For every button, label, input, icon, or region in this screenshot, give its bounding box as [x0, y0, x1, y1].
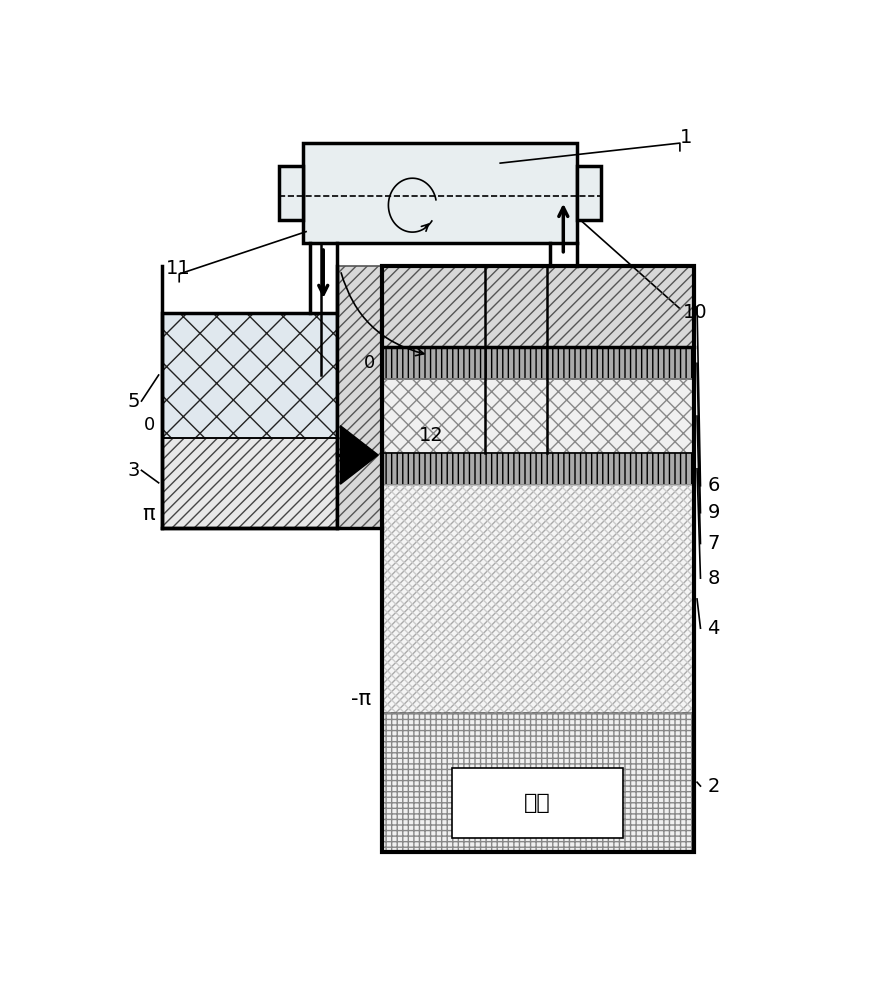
Text: 11: 11 — [165, 259, 190, 278]
Text: 4: 4 — [707, 619, 720, 638]
Text: 0: 0 — [364, 354, 374, 372]
Text: 8: 8 — [707, 569, 720, 588]
Bar — [451, 768, 623, 838]
Bar — [381, 266, 694, 852]
Text: 7: 7 — [707, 534, 720, 553]
Text: 工质: 工质 — [524, 793, 551, 813]
Bar — [162, 312, 337, 438]
Bar — [381, 266, 694, 347]
Text: 0: 0 — [144, 416, 155, 434]
Text: π: π — [142, 504, 155, 524]
Bar — [162, 438, 337, 528]
Bar — [381, 379, 694, 453]
Bar — [303, 143, 577, 243]
Bar — [577, 166, 601, 220]
Text: 1: 1 — [680, 128, 692, 147]
Bar — [381, 379, 694, 453]
Bar — [381, 485, 694, 713]
Text: 5: 5 — [127, 392, 140, 411]
Bar — [381, 485, 694, 713]
Bar — [381, 485, 694, 713]
Text: 12: 12 — [419, 426, 444, 445]
Text: -π: -π — [351, 689, 372, 709]
Bar — [162, 312, 337, 438]
Polygon shape — [341, 426, 378, 484]
Bar — [162, 312, 337, 528]
Text: 6: 6 — [707, 476, 720, 495]
Text: 9: 9 — [707, 503, 720, 522]
Text: 2: 2 — [707, 777, 720, 796]
Bar — [381, 453, 694, 485]
Text: 3: 3 — [127, 461, 140, 480]
Bar — [337, 266, 381, 528]
Text: 10: 10 — [683, 303, 708, 322]
Bar — [381, 266, 694, 347]
Bar — [279, 166, 303, 220]
Bar — [381, 713, 694, 852]
Bar — [381, 713, 694, 852]
Bar — [381, 347, 694, 379]
Bar — [162, 438, 337, 528]
Bar — [381, 266, 694, 852]
Bar — [337, 266, 381, 528]
